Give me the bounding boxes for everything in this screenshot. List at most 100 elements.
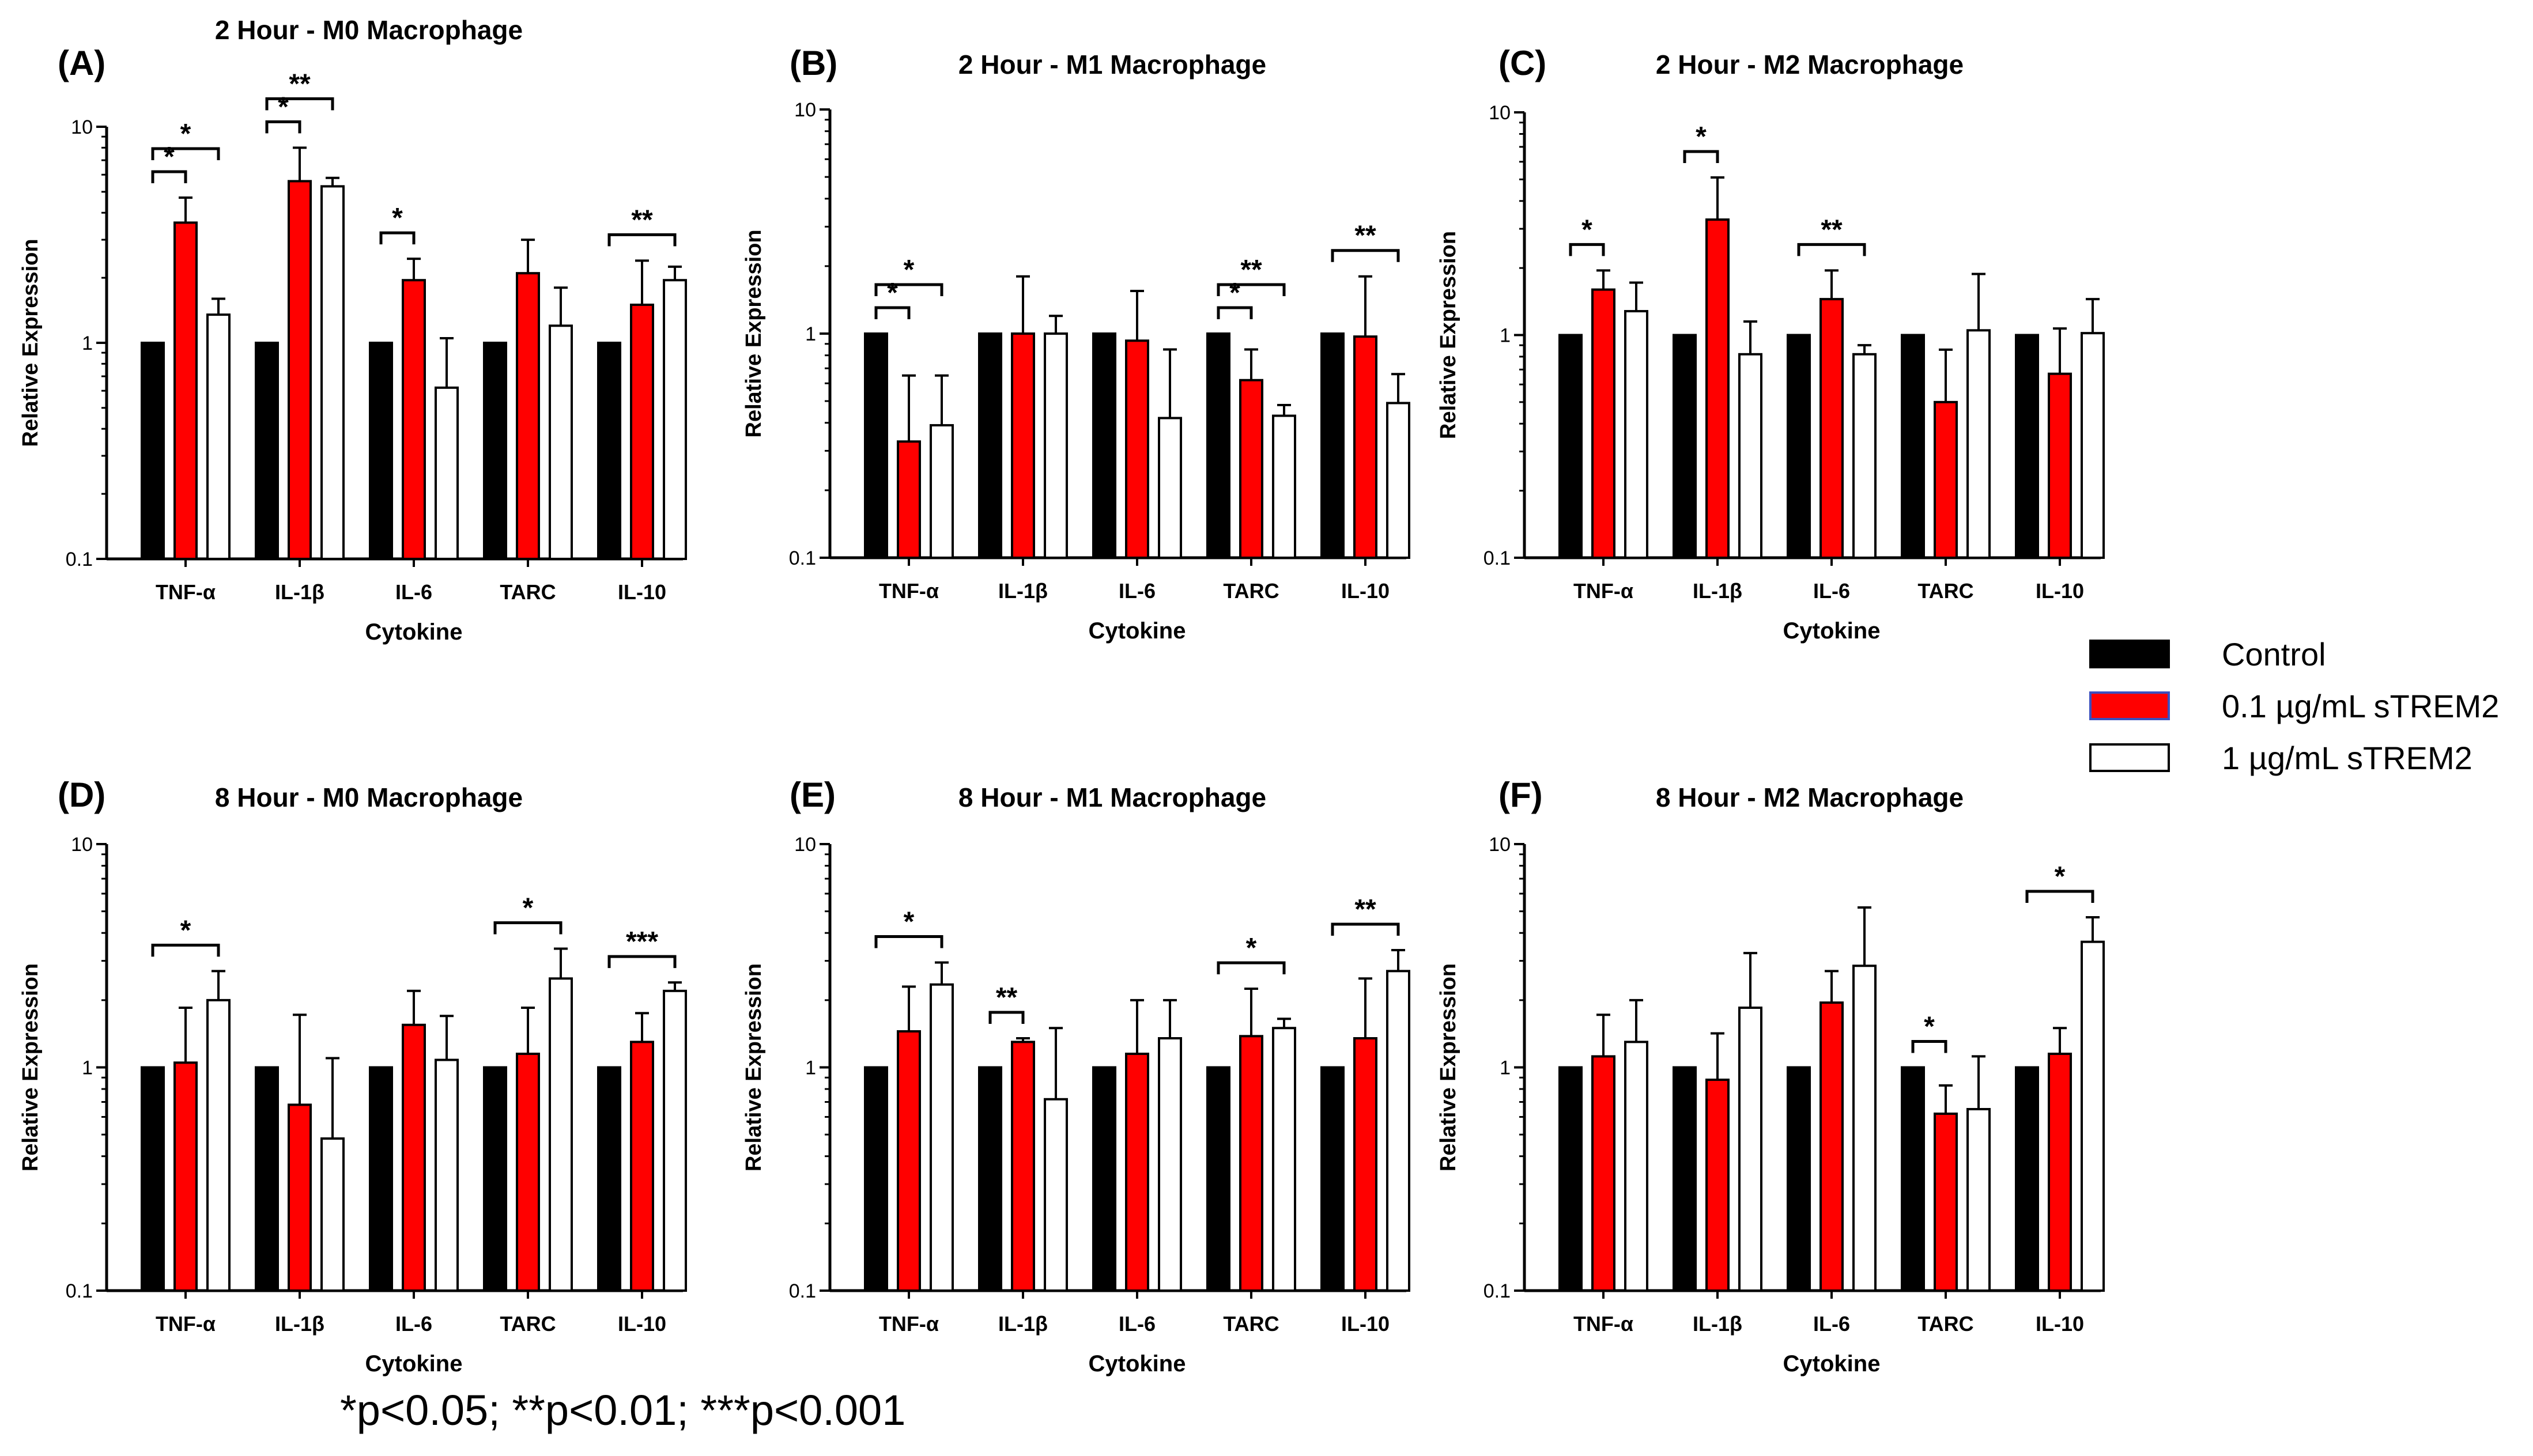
x-tick-label: TARC [500, 580, 556, 604]
bar-control [1787, 334, 1811, 559]
bar-high-dose [930, 424, 954, 559]
bar-control [2015, 1066, 2039, 1292]
bar-high-dose [1044, 332, 1068, 559]
bar-high-dose [1738, 353, 1762, 559]
bar-low-dose [1819, 298, 1844, 559]
legend-label-low-dose: 0.1 µg/mL sTREM2 [2222, 687, 2500, 724]
bar-control [864, 332, 888, 559]
x-tick-label: TARC [1223, 579, 1279, 603]
bar-low-dose [1705, 218, 1730, 559]
bar-control [1320, 1066, 1345, 1292]
panel-label: (A) [58, 44, 105, 82]
bar-control [255, 342, 279, 560]
bar-control [369, 342, 393, 560]
significance-bracket [1569, 243, 1605, 256]
legend-label-high-dose: 1 µg/mL sTREM2 [2222, 739, 2472, 776]
significance-footnote: *p<0.05; **p<0.01; ***p<0.001 [340, 1386, 906, 1434]
bar-low-dose [173, 221, 198, 561]
x-tick-label: TARC [1917, 579, 1973, 603]
significance-label: * [164, 142, 175, 172]
y-tick-label: 0.1 [789, 547, 816, 569]
bar-low-dose [630, 303, 654, 560]
y-axis-title: Relative Expression [742, 229, 766, 437]
legend-item-low-dose: 0.1 µg/mL sTREM2 [2089, 680, 2516, 732]
x-axis-title: Cytokine [1089, 1351, 1186, 1376]
significance-bracket [1331, 922, 1400, 936]
bar-low-dose [1125, 1052, 1149, 1292]
y-tick-label: 10 [1489, 102, 1511, 124]
bar-control [2015, 334, 2039, 559]
bar-high-dose [1158, 417, 1182, 559]
y-axis-title: Relative Expression [742, 963, 766, 1171]
bar-control [1673, 1066, 1697, 1292]
significance-bracket [1797, 243, 1866, 256]
bar-high-dose [1386, 970, 1410, 1292]
significance-label: * [1581, 214, 1592, 245]
bar-low-dose [402, 279, 426, 560]
bar-high-dose [1852, 353, 1877, 559]
y-axis-title: Relative Expression [1436, 231, 1460, 439]
chart-title: 2 Hour - M2 Macrophage [1656, 50, 1964, 80]
bar-low-dose [897, 1030, 921, 1292]
bar-control [1901, 1066, 1925, 1292]
x-tick-label: IL-1β [998, 1312, 1048, 1336]
bar-low-dose [1353, 335, 1377, 559]
x-tick-label: IL-10 [1341, 1312, 1390, 1336]
significance-bracket [988, 1011, 1025, 1024]
bar-control [864, 1066, 888, 1292]
significance-label: ** [1240, 255, 1262, 285]
bar-low-dose [1239, 1035, 1263, 1292]
x-tick-label: TARC [500, 1312, 556, 1336]
chart-title: 8 Hour - M2 Macrophage [1656, 782, 1964, 812]
x-tick-label: IL-10 [1341, 579, 1390, 603]
significance-bracket [1217, 306, 1253, 319]
significance-bracket [1683, 150, 1719, 164]
chart-title: 2 Hour - M0 Macrophage [215, 15, 523, 45]
bar-low-dose [1011, 332, 1035, 559]
bar-high-dose [320, 185, 345, 560]
bar-high-dose [206, 313, 231, 560]
y-tick-label: 0.1 [66, 549, 93, 570]
significance-bracket [1331, 249, 1400, 262]
legend-swatch-low-dose [2089, 691, 2170, 720]
bar-control [1206, 1066, 1230, 1292]
chart-title: 8 Hour - M1 Macrophage [958, 782, 1266, 812]
y-axis-title: Relative Expression [18, 239, 43, 447]
x-tick-label: IL-1β [1693, 1312, 1742, 1336]
bar-low-dose [1239, 379, 1263, 559]
bar-control [1673, 334, 1697, 559]
x-tick-label: TNF-α [156, 1312, 216, 1336]
bar-high-dose [1158, 1037, 1182, 1292]
significance-bracket [379, 231, 416, 245]
bar-low-dose [630, 1041, 654, 1292]
y-tick-label: 10 [71, 116, 93, 138]
x-tick-label: TARC [1917, 1312, 1973, 1336]
bar-high-dose [663, 989, 687, 1292]
significance-label: ** [996, 982, 1018, 1013]
bar-control [1787, 1066, 1811, 1292]
bar-high-dose [320, 1137, 345, 1292]
x-tick-label: TNF-α [879, 1312, 939, 1336]
legend-swatch-high-dose [2089, 743, 2170, 772]
bar-high-dose [1624, 310, 1648, 559]
significance-label: * [1924, 1012, 1935, 1042]
panel-label: (E) [790, 776, 836, 814]
significance-label: * [2055, 861, 2066, 892]
y-tick-label: 10 [794, 99, 816, 121]
bar-high-dose [549, 324, 573, 560]
significance-label: *** [626, 926, 658, 957]
bar-low-dose [1353, 1037, 1377, 1292]
bar-high-dose [1852, 965, 1877, 1292]
significance-label: * [1229, 278, 1240, 308]
y-tick-label: 0.1 [66, 1280, 93, 1302]
bar-control [141, 1066, 165, 1292]
y-tick-label: 10 [794, 834, 816, 856]
x-tick-label: TARC [1223, 1312, 1279, 1336]
y-tick-label: 1 [82, 332, 93, 354]
significance-label: * [180, 915, 191, 946]
y-tick-label: 0.1 [1483, 547, 1511, 569]
significance-label: * [278, 92, 289, 122]
significance-bracket [265, 97, 334, 111]
significance-bracket [151, 943, 220, 957]
x-axis-title: Cytokine [365, 1351, 463, 1376]
